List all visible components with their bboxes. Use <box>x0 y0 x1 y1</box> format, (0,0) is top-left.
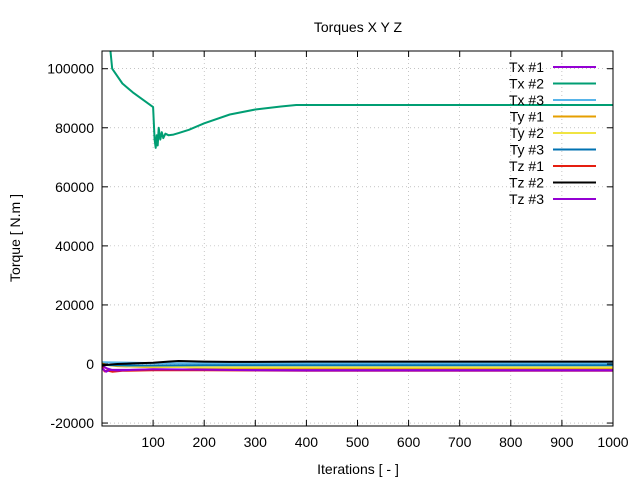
y-tick-label: 60000 <box>55 179 94 195</box>
y-tick-label: -20000 <box>50 415 94 431</box>
legend-label: Tz #2 <box>509 175 544 191</box>
x-tick-label: 1000 <box>597 434 628 450</box>
x-tick-label: 900 <box>550 434 574 450</box>
y-axis-label: Torque [ N.m ] <box>7 194 23 282</box>
legend-label: Tx #3 <box>509 92 544 108</box>
x-tick-label: 100 <box>141 434 165 450</box>
y-tick-label: 0 <box>86 356 94 372</box>
legend-label: Ty #2 <box>510 125 544 141</box>
legend-label: Tz #3 <box>509 191 544 207</box>
x-tick-label: 600 <box>397 434 421 450</box>
legend: Tx #1Tx #2Tx #3Ty #1Ty #2Ty #3Tz #1Tz #2… <box>509 59 596 207</box>
x-tick-label: 200 <box>193 434 217 450</box>
x-tick-label: 300 <box>244 434 268 450</box>
legend-label: Tx #1 <box>509 59 544 75</box>
x-axis-label: Iterations [ - ] <box>317 461 399 477</box>
series-lines <box>102 51 613 373</box>
x-tick-label: 400 <box>295 434 319 450</box>
series-line-tx-2 <box>109 51 613 149</box>
x-tick-label: 500 <box>346 434 370 450</box>
x-tick-label: 800 <box>499 434 523 450</box>
y-tick-label: 20000 <box>55 297 94 313</box>
y-tick-label: 80000 <box>55 120 94 136</box>
legend-label: Ty #1 <box>510 109 544 125</box>
chart-title: Torques X Y Z <box>314 19 403 35</box>
series-line-tz-3 <box>102 367 613 373</box>
series-line-tz-2 <box>102 360 613 367</box>
x-tick-label: 700 <box>448 434 472 450</box>
legend-label: Tz #1 <box>509 158 544 174</box>
series-line-ty-3 <box>102 363 613 367</box>
legend-label: Ty #3 <box>510 142 544 158</box>
legend-label: Tx #2 <box>509 76 544 92</box>
axis-ticks: 100 200 300 400 500 600 700 800 900 1000 -20000 0 20… <box>47 51 629 450</box>
y-tick-label: 40000 <box>55 238 94 254</box>
y-tick-label: 100000 <box>47 61 94 77</box>
